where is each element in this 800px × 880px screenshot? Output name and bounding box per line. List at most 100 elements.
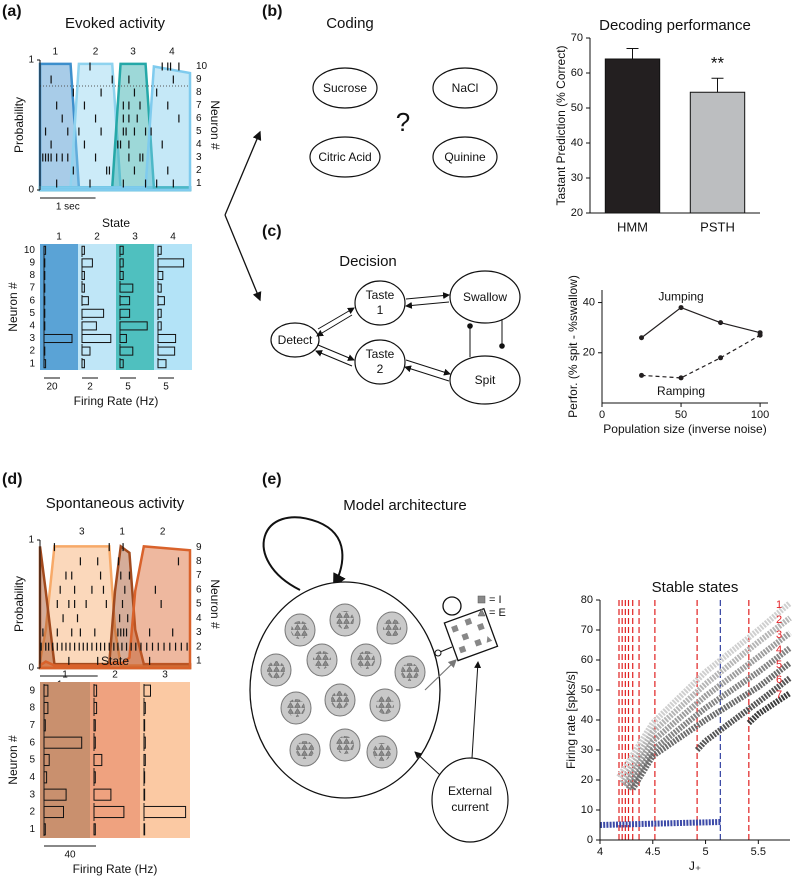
panel-title: Decision [339,253,397,270]
scale-bar-label: 20 [46,382,58,393]
y2-tick-label: 7 [196,570,202,581]
y2-tick-label: 6 [196,584,202,595]
transition-arrow [317,344,355,361]
transition-arrow [405,292,450,300]
taste-node [432,136,498,178]
cluster-cells [401,663,419,681]
state-background [78,244,116,370]
legend-triangle [477,608,486,617]
x-tick-label: 5 [702,846,708,858]
y-tick-label: 70 [581,624,593,636]
scale-bar-label: 5 [163,382,169,393]
decision-node [354,280,406,326]
rate-bar [157,321,162,331]
inhibitory-cell [477,622,485,631]
rate-bar [143,788,146,801]
y-tick-label: 8 [29,270,35,281]
inhibitory-end [434,649,442,657]
y2-tick-label: 3 [196,152,202,163]
point [678,375,684,381]
y-axis-label: Neuron # [6,282,20,332]
y-tick-label: 1 [28,535,34,546]
cluster [260,653,292,687]
series-label: Ramping [657,384,705,398]
rate-bar [93,736,96,749]
y-tick-label: 30 [571,172,583,184]
y2-tick-label: 7 [196,100,202,111]
state-label: 1 [52,47,58,58]
chart-title: Decoding performance [599,17,751,34]
rate-bar [43,308,46,318]
x-axis-label: J₊ [689,859,701,873]
cluster-cells [383,619,401,637]
node-label: Spit [475,373,496,387]
x-tick-label: 5.5 [751,846,766,858]
excitatory-connection [424,659,457,691]
series-label: Jumping [658,290,703,304]
y-tick-label: 0 [28,185,34,196]
legend-label: = I [489,594,502,606]
rate-bar [93,684,98,697]
rate-bar [43,270,46,281]
x-axis-label: Firing Rate (Hz) [73,862,158,876]
panel-label: (d) [2,471,22,488]
y-tick-label: 0 [587,834,593,846]
y-tick-label: 1 [29,358,35,369]
y-tick-label: 50 [581,684,593,696]
rate-bar [119,245,124,255]
panel-label: (a) [2,3,22,20]
x-tick-label: 4 [597,846,603,858]
taste-node [309,136,381,178]
branch-label: 5 [776,659,782,671]
y-tick-label: 70 [571,32,583,44]
transition-arrow [316,314,353,337]
rate-bar [119,258,124,268]
rate-bar [143,701,146,715]
branch-label: 6 [776,674,782,686]
rate-bar [143,736,146,749]
taste-node [312,67,378,109]
rate-bar [43,359,47,369]
inhibitory-pool [443,607,499,662]
cluster [369,688,401,722]
y2-axis-label: Neuron # [208,579,222,629]
chart-title: Spontaneous activity [46,495,185,512]
y2-axis-label: Neuron # [208,100,222,150]
rate-bar [143,753,146,767]
y-tick-label: 5 [29,755,35,766]
rate-bar [157,359,167,369]
bar [604,58,661,214]
rate-bar [93,788,112,801]
y-tick-label: 20 [581,774,593,786]
rate-bar [157,346,176,356]
rate-bar [43,736,83,749]
scale-bar-label: 40 [64,850,76,861]
stable-branch [622,630,792,788]
y-tick-label: 8 [29,703,35,714]
state-label: 1 [62,670,68,681]
rate-bar [81,346,91,356]
scale-bar-label: 5 [125,382,131,393]
stable-branch [625,645,792,791]
y-tick-label: 20 [571,207,583,219]
x-tick-label: HMM [617,219,648,234]
rate-bar [157,258,185,268]
taste-node [432,67,498,109]
bar [689,91,746,214]
cluster [306,643,338,677]
rate-bar [119,270,124,281]
y2-tick-label: 8 [196,87,202,98]
y-tick-label: 50 [571,102,583,114]
rate-bar [43,321,46,331]
y2-tick-label: 4 [196,613,202,624]
y-tick-label: 60 [571,67,583,79]
rate-bar [157,245,162,255]
rate-bar [119,333,127,344]
stable-branch [619,615,792,785]
cluster [284,613,316,647]
node-label: 1 [377,303,384,317]
cluster-cells [357,651,375,669]
state-background [154,244,192,370]
rate-bar [119,308,131,318]
cluster-cells [331,691,349,709]
